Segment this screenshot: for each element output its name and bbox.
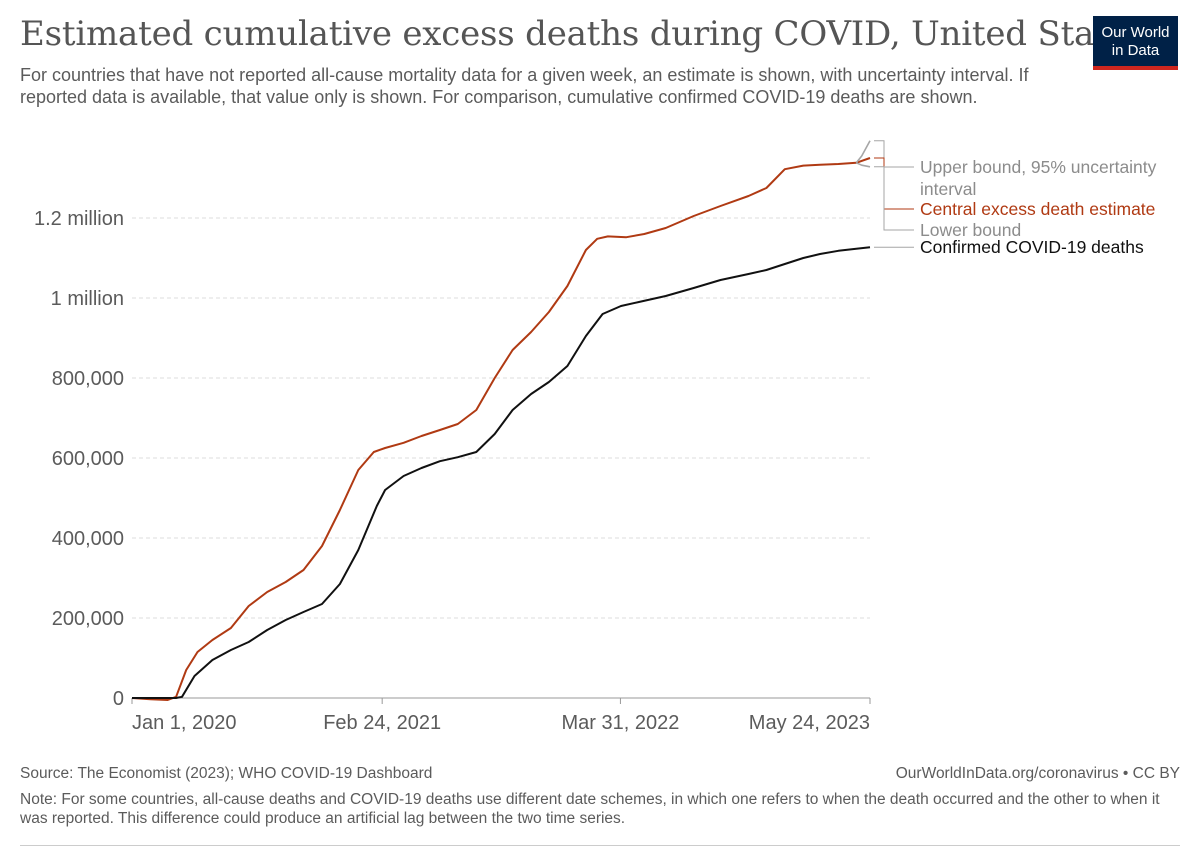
- chart-title: Estimated cumulative excess deaths durin…: [20, 14, 1145, 54]
- series-line-upper[interactable]: [855, 140, 871, 164]
- y-tick-label: 200,000: [52, 608, 124, 630]
- chart-subtitle: For countries that have not reported all…: [20, 65, 1029, 107]
- series-line-excess[interactable]: [131, 157, 871, 701]
- series-line-confirmed[interactable]: [132, 246, 871, 699]
- y-tick-label: 1.2 million: [34, 208, 124, 230]
- x-tick-label: May 24, 2023: [749, 712, 870, 734]
- legend-connector: [874, 140, 914, 168]
- x-axis: Jan 1, 2020 Feb 24, 2021 Mar 31, 2022 May 2…: [131, 697, 871, 734]
- note-text: Note: For some countries, all-cause deat…: [20, 791, 1160, 827]
- x-tick-label: Mar 31, 2022: [561, 712, 679, 734]
- y-tick-label: 600,000: [52, 448, 124, 470]
- legend: Upper bound, 95% uncertaintyintervalCent…: [874, 140, 1157, 257]
- x-tick-label: Jan 1, 2020: [132, 712, 237, 734]
- legend-label-lower: Lower bound: [920, 220, 1021, 240]
- legend-connector: [874, 157, 914, 210]
- legend-label-central: Central excess death estimate: [920, 199, 1155, 219]
- logo-line-1: Our World: [1101, 24, 1170, 41]
- x-tick-label: Feb 24, 2021: [323, 712, 441, 734]
- logo-line-2: in Data: [1111, 42, 1160, 59]
- y-tick-label: 800,000: [52, 368, 124, 390]
- y-axis-ticks: 0 200,000 400,000 600,000 800,000 1 million 1.…: [34, 208, 124, 710]
- y-tick-label: 1 million: [51, 288, 124, 310]
- series-lines: [131, 140, 871, 701]
- legend-label-upper-2: interval: [920, 179, 976, 199]
- source-link[interactable]: OurWorldInData.org/coronavirus • CC BY: [895, 765, 1180, 782]
- source-text: Source: The Economist (2023); WHO COVID-…: [20, 765, 433, 782]
- y-tick-label: 400,000: [52, 528, 124, 550]
- grid-lines: [132, 217, 870, 619]
- legend-label-upper: Upper bound, 95% uncertainty: [920, 157, 1157, 177]
- owid-logo[interactable]: Our World in Data: [1093, 16, 1178, 70]
- y-tick-label: 0: [113, 688, 124, 710]
- bottom-divider: [20, 845, 1180, 846]
- legend-label-confirmed: Confirmed COVID-19 deaths: [920, 237, 1144, 257]
- legend-connector: [874, 166, 914, 231]
- series-line-lower[interactable]: [855, 162, 871, 168]
- line-chart: 0 200,000 400,000 600,000 800,000 1 million 1.…: [34, 140, 1157, 734]
